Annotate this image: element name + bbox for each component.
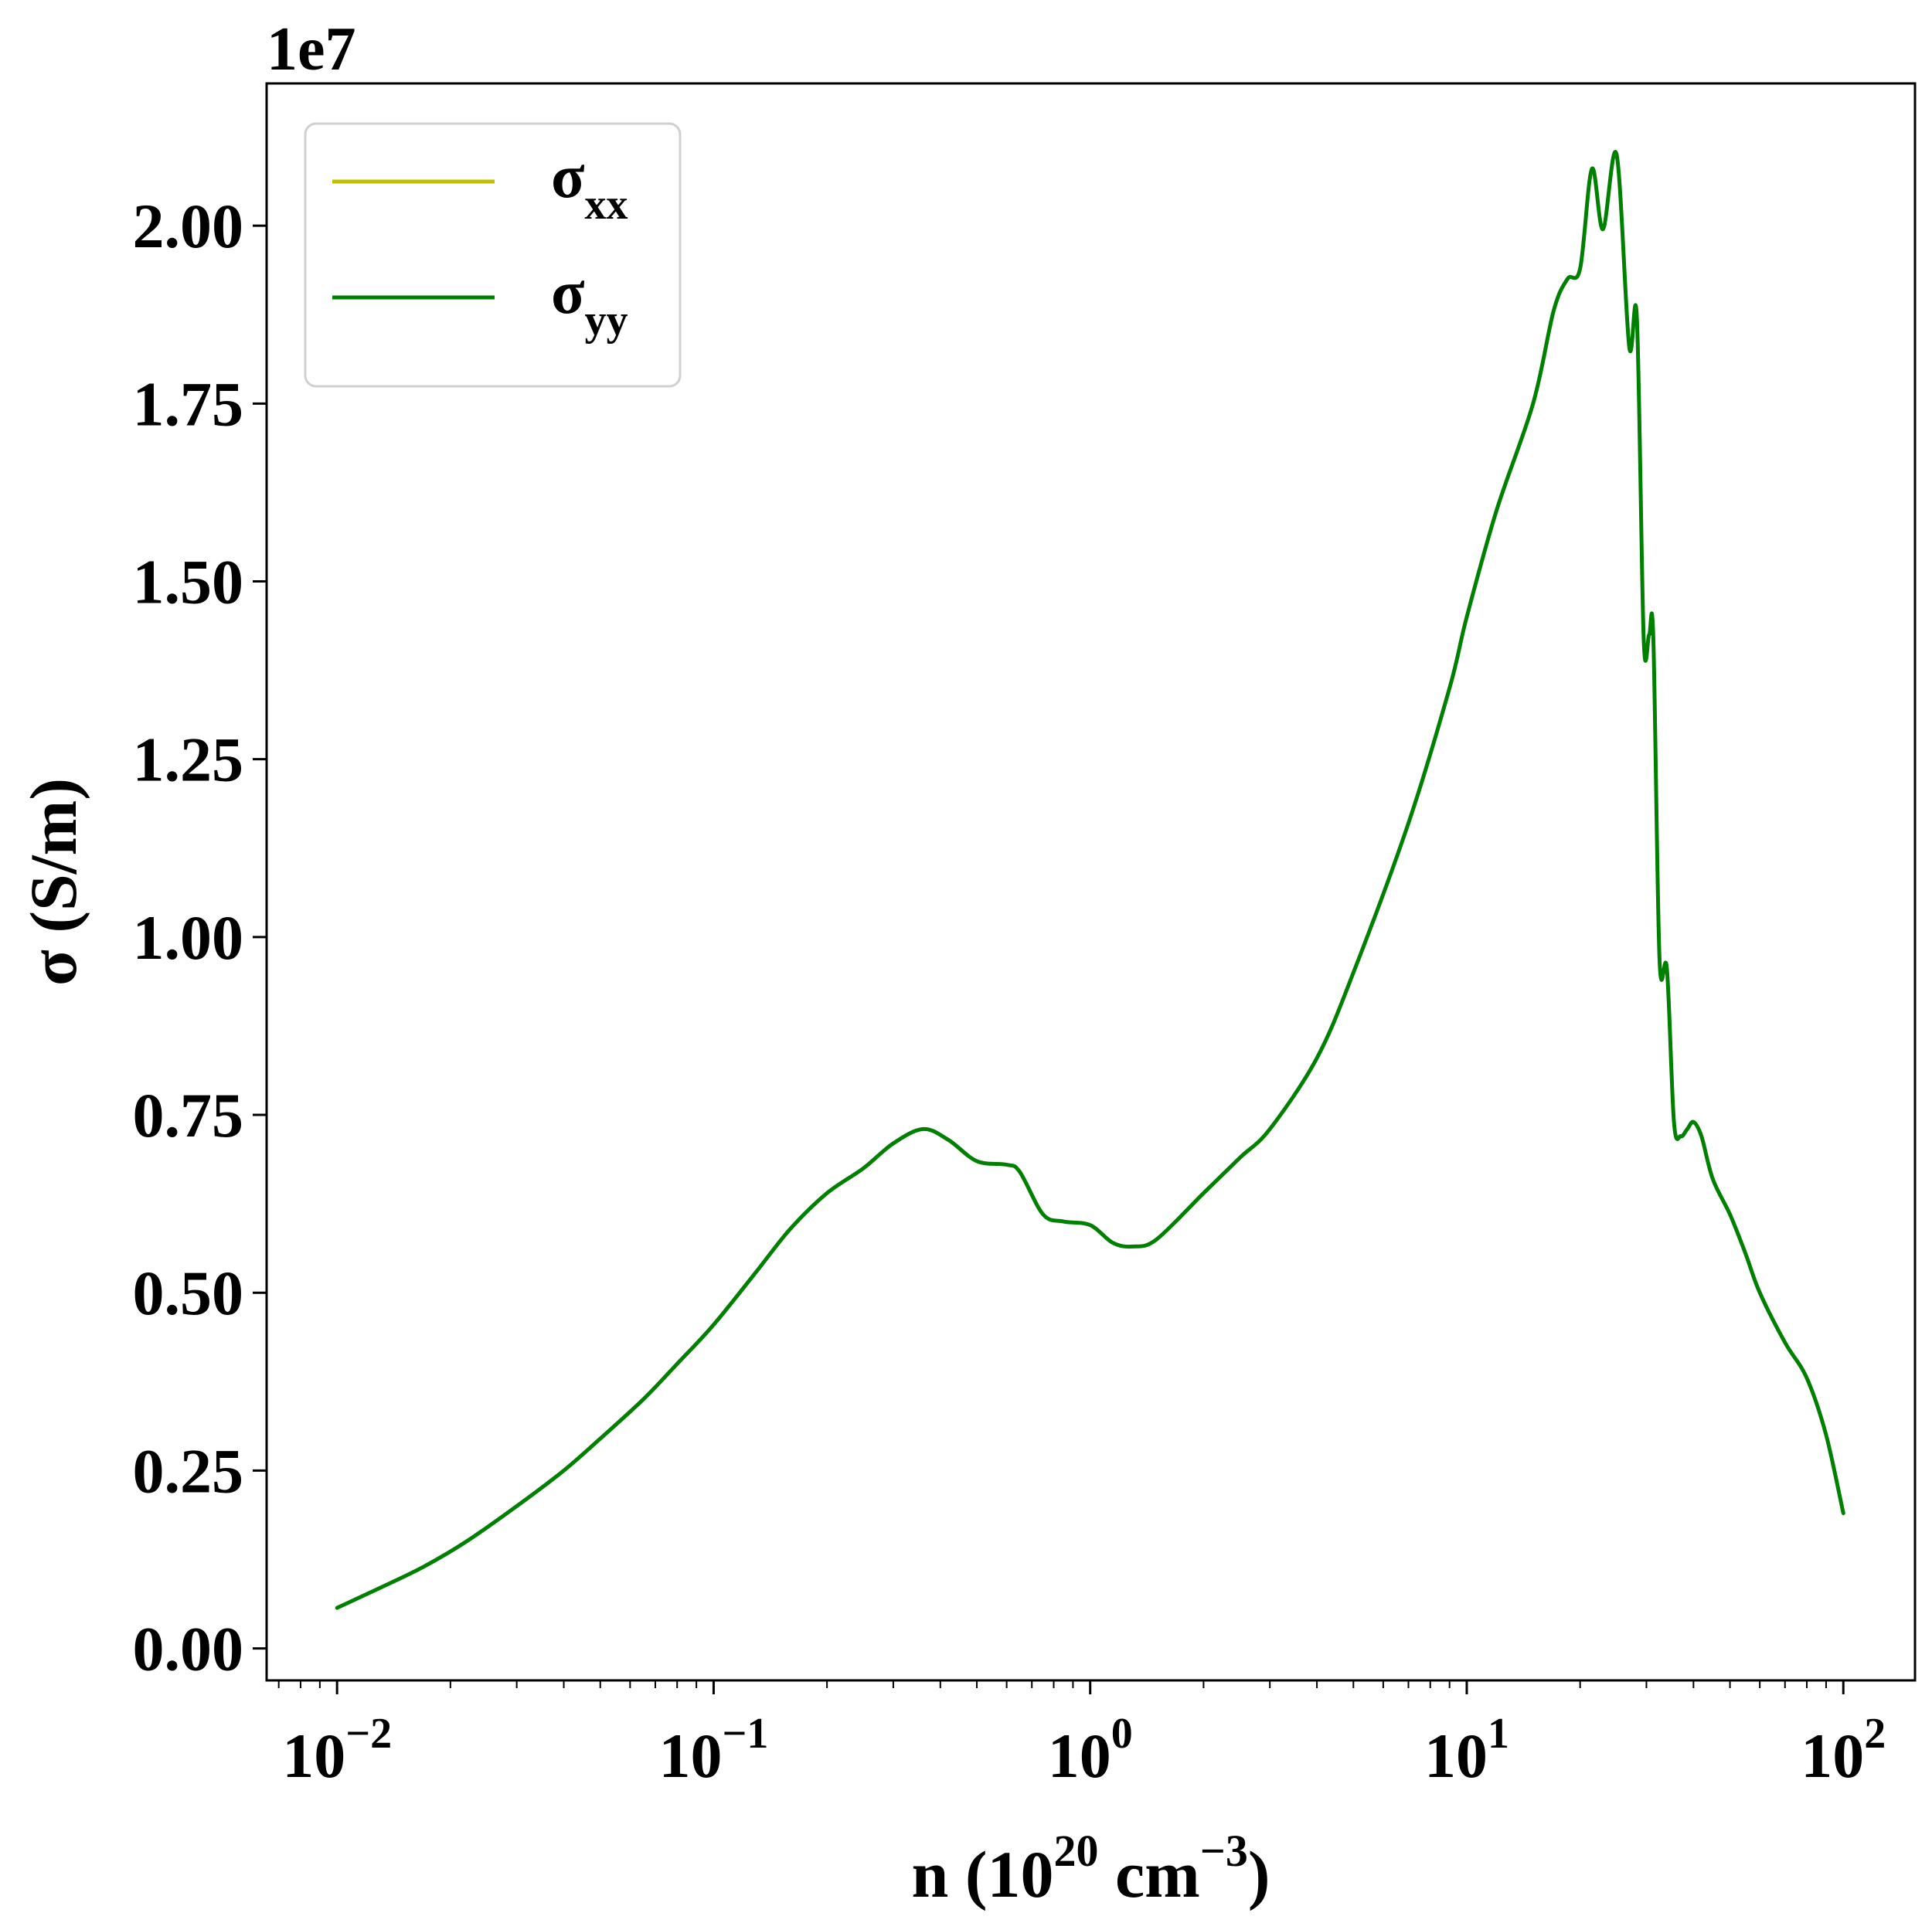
x-axis-label-part: cm [1098, 1837, 1199, 1911]
y-offset-label: 1e7 [267, 15, 356, 83]
x-tick-label: 10−2 [282, 1710, 392, 1791]
x-tick-label-base: 10 [1801, 1721, 1864, 1791]
y-tick-label: 1.50 [133, 546, 244, 617]
x-tick-label: 100 [1048, 1710, 1133, 1791]
y-tick-label: 1.75 [133, 369, 244, 439]
y-tick-label: 0.25 [133, 1435, 244, 1506]
y-tick-label: 2.00 [133, 191, 244, 261]
x-axis-label-part: n (10 [912, 1837, 1054, 1911]
x-tick-label-exponent: −1 [722, 1710, 768, 1758]
x-tick-label-exponent: −2 [345, 1710, 392, 1758]
x-axis-label: n (1020 cm−3) [912, 1826, 1270, 1911]
y-axis-label: σ (S/m) [16, 778, 90, 986]
x-tick-label-base: 10 [1424, 1721, 1488, 1791]
x-tick-label-exponent: 1 [1488, 1710, 1509, 1758]
y-tick-label: 1.00 [133, 902, 244, 973]
legend-label-main: σ [551, 259, 585, 327]
x-tick-label: 10−1 [658, 1710, 768, 1791]
x-tick-label-base: 10 [282, 1721, 345, 1791]
x-axis-label-sup: −3 [1200, 1826, 1248, 1876]
y-tick-label: 0.75 [133, 1080, 244, 1150]
x-axis-label-sup: 20 [1053, 1826, 1098, 1876]
x-tick-label-exponent: 2 [1864, 1710, 1886, 1758]
legend-label-subscript: yy [585, 297, 628, 345]
x-tick-label: 102 [1801, 1710, 1886, 1791]
x-tick-label-exponent: 0 [1111, 1710, 1133, 1758]
series-line-yy [335, 150, 1845, 1610]
x-tick-label-base: 10 [658, 1721, 722, 1791]
y-tick-label: 0.00 [133, 1614, 244, 1684]
plot-area [335, 150, 1845, 1610]
legend-label-main: σ [551, 143, 585, 211]
legend-box [304, 122, 682, 388]
y-tick-label: 0.50 [133, 1258, 244, 1328]
x-tick-label: 101 [1424, 1710, 1509, 1791]
axes: 10−2 10−1 100 101 1020.000.250.500.751.001.2… [16, 15, 1917, 1911]
x-tick-label-base: 10 [1048, 1721, 1111, 1791]
legend-label-subscript: xx [585, 181, 628, 229]
legend-label-xx: σxx [551, 143, 628, 229]
y-tick-label: 1.25 [133, 725, 244, 795]
x-axis-label-part: ) [1248, 1837, 1270, 1911]
legend-label-yy: σyy [551, 259, 628, 345]
